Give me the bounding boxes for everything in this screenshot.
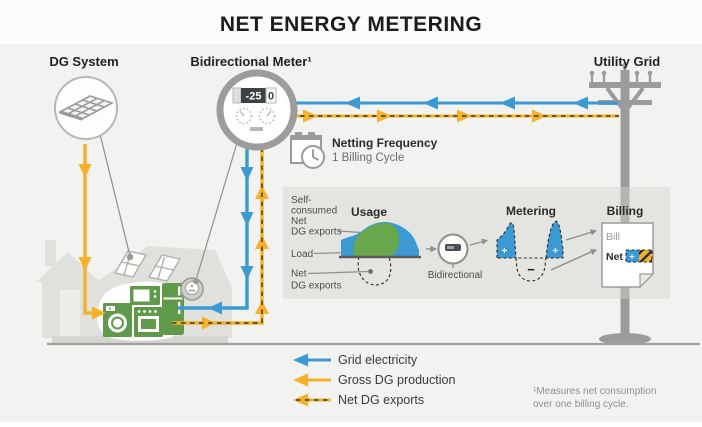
page-title: NET ENERGY METERING bbox=[220, 13, 482, 36]
house-illustration bbox=[36, 240, 232, 344]
footnote: ¹Measures net consumption over one billi… bbox=[533, 386, 656, 410]
netting-frequency-block: Netting Frequency 1 Billing Cycle bbox=[290, 132, 438, 169]
pole-insulator-pins bbox=[589, 62, 653, 82]
bill-heading: Bill bbox=[606, 231, 620, 243]
self-consumed-label-1: Self- bbox=[291, 195, 312, 206]
legend-yellow-arrow-icon bbox=[293, 373, 308, 387]
legend: Grid electricity Gross DG production Net… bbox=[293, 353, 455, 407]
netting-frequency-title: Netting Frequency bbox=[332, 136, 438, 150]
rooftop-solar-panels-icon bbox=[113, 250, 182, 282]
chimney bbox=[45, 240, 56, 266]
metering-positive-left bbox=[496, 222, 517, 259]
net-exports-label-1: Net bbox=[291, 269, 307, 280]
flow-grid-electricity-vertical bbox=[178, 145, 254, 315]
title-band bbox=[0, 0, 702, 44]
house-door bbox=[60, 290, 80, 336]
footnote-line-2: over one billing cycle. bbox=[533, 399, 629, 410]
net-exports-label-2: DG exports bbox=[291, 281, 342, 292]
flow-grid-electricity-top bbox=[291, 96, 618, 110]
house-meter-icon bbox=[180, 277, 204, 301]
load-label: Load bbox=[291, 249, 313, 260]
metering-plus-right: + bbox=[552, 245, 558, 257]
bidirectional-meter-node: -25 0 bbox=[216, 69, 298, 151]
metering-plus-left: + bbox=[501, 245, 507, 257]
usage-self-consumed-area bbox=[353, 223, 400, 257]
meter-display-light-digit: 0 bbox=[268, 91, 274, 103]
netting-frequency-value: 1 Billing Cycle bbox=[332, 152, 404, 164]
bill-swatch-plus: + bbox=[629, 252, 634, 262]
metering-positive-right bbox=[545, 220, 564, 259]
dg-system-label: DG System bbox=[49, 54, 118, 69]
meter-display: -25 0 bbox=[232, 87, 277, 104]
inset-bidirectional-meter bbox=[437, 233, 469, 268]
inset-content: Self- consumed Net DG exports Load Net D… bbox=[291, 195, 655, 292]
utility-grid-label: Utility Grid bbox=[594, 54, 661, 69]
legend-net-dg-exports: Net DG exports bbox=[293, 393, 424, 407]
inset-left-labels: Self- consumed Net DG exports Load Net D… bbox=[291, 195, 373, 292]
legend-net-dg-exports-label: Net DG exports bbox=[338, 393, 424, 407]
bidirectional-meter-label: Bidirectional Meter¹ bbox=[190, 54, 311, 69]
legend-blue-arrow-icon bbox=[293, 353, 308, 367]
callout-line-dg-to-panels bbox=[99, 133, 134, 261]
arrow-usage-to-meter bbox=[426, 245, 437, 253]
usage-net-exports-area bbox=[357, 256, 392, 286]
usage-title: Usage bbox=[351, 205, 387, 219]
inset-bidirectional-label: Bidirectional bbox=[428, 270, 482, 281]
legend-gross-dg-label: Gross DG production bbox=[338, 373, 455, 387]
legend-gross-dg-production: Gross DG production bbox=[293, 373, 455, 387]
flow-net-dg-exports-vertical bbox=[172, 144, 269, 330]
bill-document: Bill Net + bbox=[601, 222, 655, 289]
flow-gross-dg-production bbox=[78, 144, 106, 320]
meter-display-dark-digits: -25 bbox=[246, 91, 262, 103]
arrow-meter-to-metering bbox=[469, 238, 488, 246]
metering-waveform: + − + bbox=[496, 220, 564, 282]
bill-net-label: Net bbox=[606, 251, 623, 263]
metering-minus: − bbox=[527, 262, 535, 277]
usage-chart bbox=[339, 222, 421, 286]
self-consumed-label-2: consumed bbox=[291, 206, 337, 217]
billing-title: Billing bbox=[607, 204, 644, 218]
callout-line-meter-to-house-meter bbox=[192, 142, 238, 285]
calendar-clock-icon bbox=[290, 132, 325, 169]
arrows-metering-to-billing bbox=[550, 229, 597, 271]
dg-system-node bbox=[54, 76, 118, 140]
self-consumed-label-3: Net bbox=[291, 216, 307, 227]
metering-negative-dip bbox=[515, 257, 547, 282]
legend-grid-electricity-label: Grid electricity bbox=[338, 353, 418, 367]
self-consumed-label-4: DG exports bbox=[291, 227, 342, 238]
solar-panel-icon bbox=[57, 95, 115, 121]
metering-title: Metering bbox=[506, 204, 556, 218]
footnote-line-1: ¹Measures net consumption bbox=[533, 386, 656, 397]
bill-net-swatch: + bbox=[625, 249, 653, 263]
flow-net-dg-exports-top bbox=[291, 109, 619, 123]
meter-dials-icon bbox=[235, 107, 276, 131]
legend-grid-electricity: Grid electricity bbox=[293, 353, 418, 367]
